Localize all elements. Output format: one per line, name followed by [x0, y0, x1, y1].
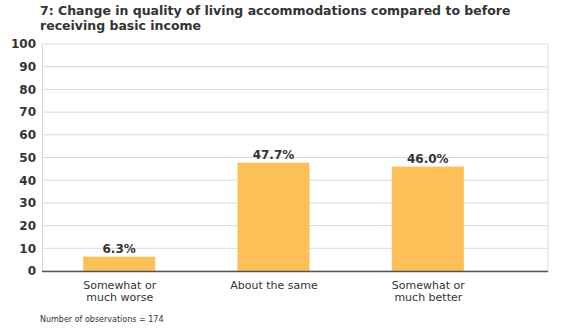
- y-tick-label: 70: [19, 105, 36, 119]
- y-tick: 60: [19, 128, 42, 142]
- grid-line: [42, 112, 548, 113]
- grid-line: [42, 134, 548, 135]
- y-tick-label: 30: [19, 196, 36, 210]
- data-label: 47.7%: [253, 148, 295, 162]
- x-tick: Somewhat ormuch better: [392, 271, 465, 304]
- y-tick: 50: [19, 151, 42, 165]
- y-tick: 90: [19, 60, 42, 74]
- y-tick: 10: [19, 242, 42, 256]
- y-tick-label: 100: [11, 37, 36, 51]
- bar: [392, 167, 464, 271]
- x-axis: Somewhat ormuch worse About the same Somew…: [42, 271, 548, 304]
- y-tick: 20: [19, 219, 42, 233]
- x-axis-line: [42, 271, 548, 273]
- grid-line: [42, 89, 548, 90]
- bars: [83, 163, 464, 271]
- chart: 7: Change in quality of living accommoda…: [0, 0, 563, 329]
- y-tick: 100: [11, 37, 42, 51]
- x-tick: Somewhat ormuch worse: [83, 271, 156, 304]
- y-tick: 0: [28, 264, 42, 278]
- data-label: 6.3%: [103, 242, 136, 256]
- y-tick-label: 80: [19, 83, 36, 97]
- x-tick-label: About the same: [230, 279, 318, 292]
- note: Number of observations = 174: [40, 315, 163, 324]
- x-tick: About the same: [230, 271, 318, 292]
- y-axis: 0 10 20 30 40 50 60 70 80 90 100: [11, 37, 43, 278]
- plot-frame: [548, 44, 549, 271]
- bar: [83, 257, 155, 271]
- y-tick: 70: [19, 105, 42, 119]
- title: 7: Change in quality of living accommoda…: [40, 3, 510, 33]
- grid: [42, 44, 548, 271]
- y-tick-label: 40: [19, 174, 36, 188]
- y-tick-label: 20: [19, 219, 36, 233]
- data-labels: 6.3% 47.7% 46.0%: [103, 148, 449, 256]
- y-tick-label: 60: [19, 128, 36, 142]
- bar: [238, 163, 310, 271]
- x-tick-label: Somewhat ormuch better: [392, 279, 465, 304]
- y-tick: 40: [19, 174, 42, 188]
- y-axis-line: [42, 45, 43, 272]
- grid-line: [42, 157, 548, 158]
- y-tick-label: 0: [28, 264, 36, 278]
- x-tick-label: Somewhat ormuch worse: [83, 279, 156, 304]
- y-tick: 30: [19, 196, 42, 210]
- grid-line: [42, 44, 548, 45]
- y-tick-label: 10: [19, 242, 36, 256]
- y-tick-label: 50: [19, 151, 36, 165]
- y-tick-label: 90: [19, 60, 36, 74]
- y-tick: 80: [19, 83, 42, 97]
- grid-line: [42, 66, 548, 67]
- data-label: 46.0%: [407, 152, 449, 166]
